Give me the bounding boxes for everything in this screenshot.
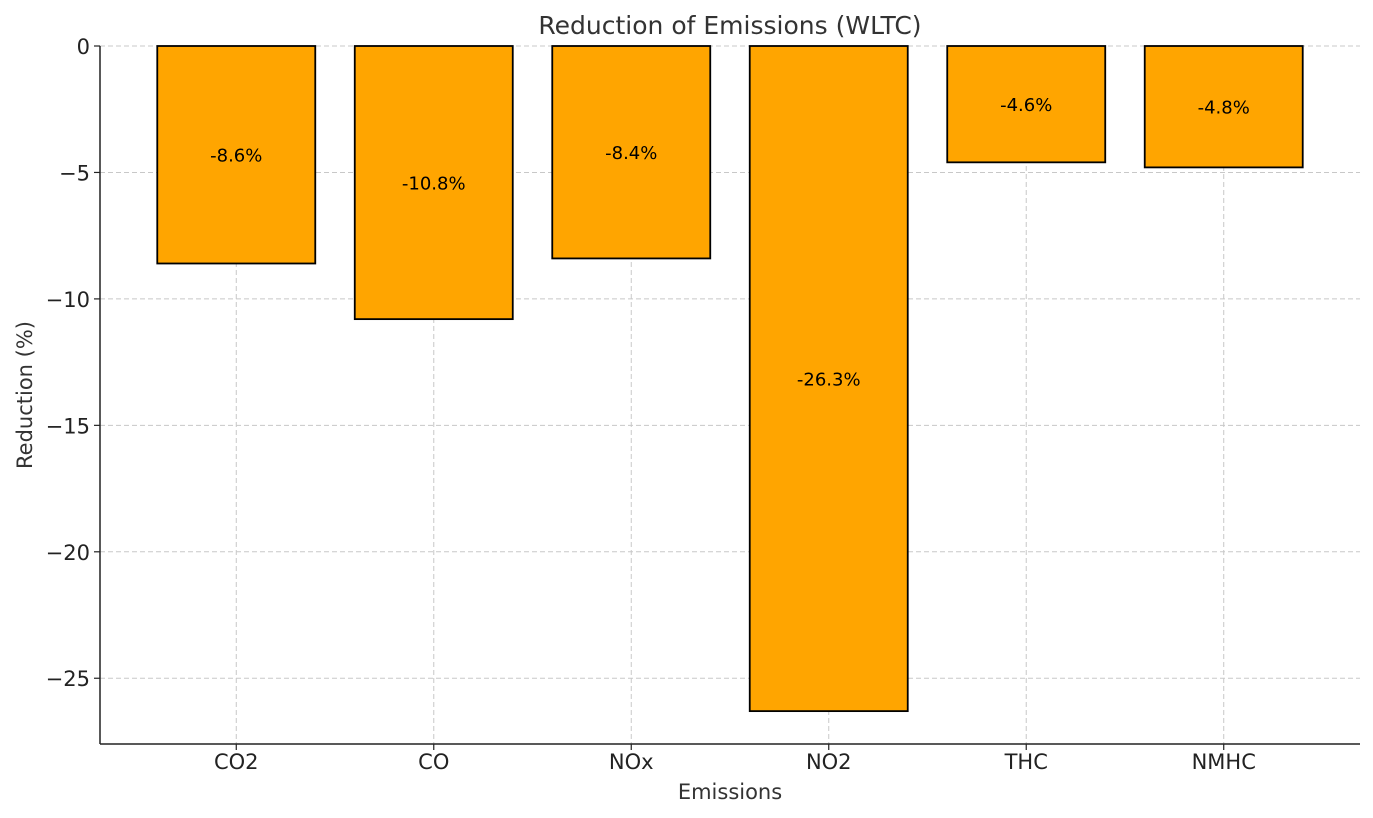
x-tick-label: CO2: [214, 750, 259, 774]
data-label: -4.8%: [1198, 98, 1250, 119]
bars: [156, 45, 1304, 713]
y-tick-label: −25: [46, 667, 90, 691]
y-tick-label: −15: [46, 414, 90, 438]
bar-thc: [946, 45, 1107, 164]
data-label: -4.6%: [1000, 95, 1052, 116]
x-axis-label: Emissions: [678, 780, 782, 804]
axes: 0 −5 −10 −15 −20 −25 CO2 CO NOx NO2 THC NMHC: [46, 35, 1360, 774]
x-tick-label: CO: [418, 750, 449, 774]
x-tick-label: THC: [1004, 750, 1048, 774]
y-tick-label: −20: [46, 541, 90, 565]
y-tick-label: 0: [77, 35, 90, 59]
data-label: -10.8%: [402, 174, 466, 195]
data-label: -8.6%: [210, 146, 262, 167]
y-tick-label: −10: [46, 288, 90, 312]
data-label: -26.3%: [797, 370, 861, 391]
data-label: -8.4%: [605, 143, 657, 164]
bar-nmhc: [1143, 45, 1304, 169]
x-tick-label: NMHC: [1192, 750, 1256, 774]
bar-co: [353, 45, 514, 321]
data-labels: -8.6% -10.8% -8.4% -26.3% -4.6% -4.8%: [210, 95, 1250, 390]
x-tick-label: NOx: [609, 750, 654, 774]
bar-no2: [748, 45, 909, 713]
chart-title: Reduction of Emissions (WLTC): [538, 11, 921, 40]
bar-nox: [551, 45, 712, 260]
y-axis-label: Reduction (%): [13, 321, 37, 469]
y-tick-label: −5: [59, 161, 90, 185]
x-tick-label: NO2: [806, 750, 852, 774]
bar-co2: [156, 45, 317, 265]
